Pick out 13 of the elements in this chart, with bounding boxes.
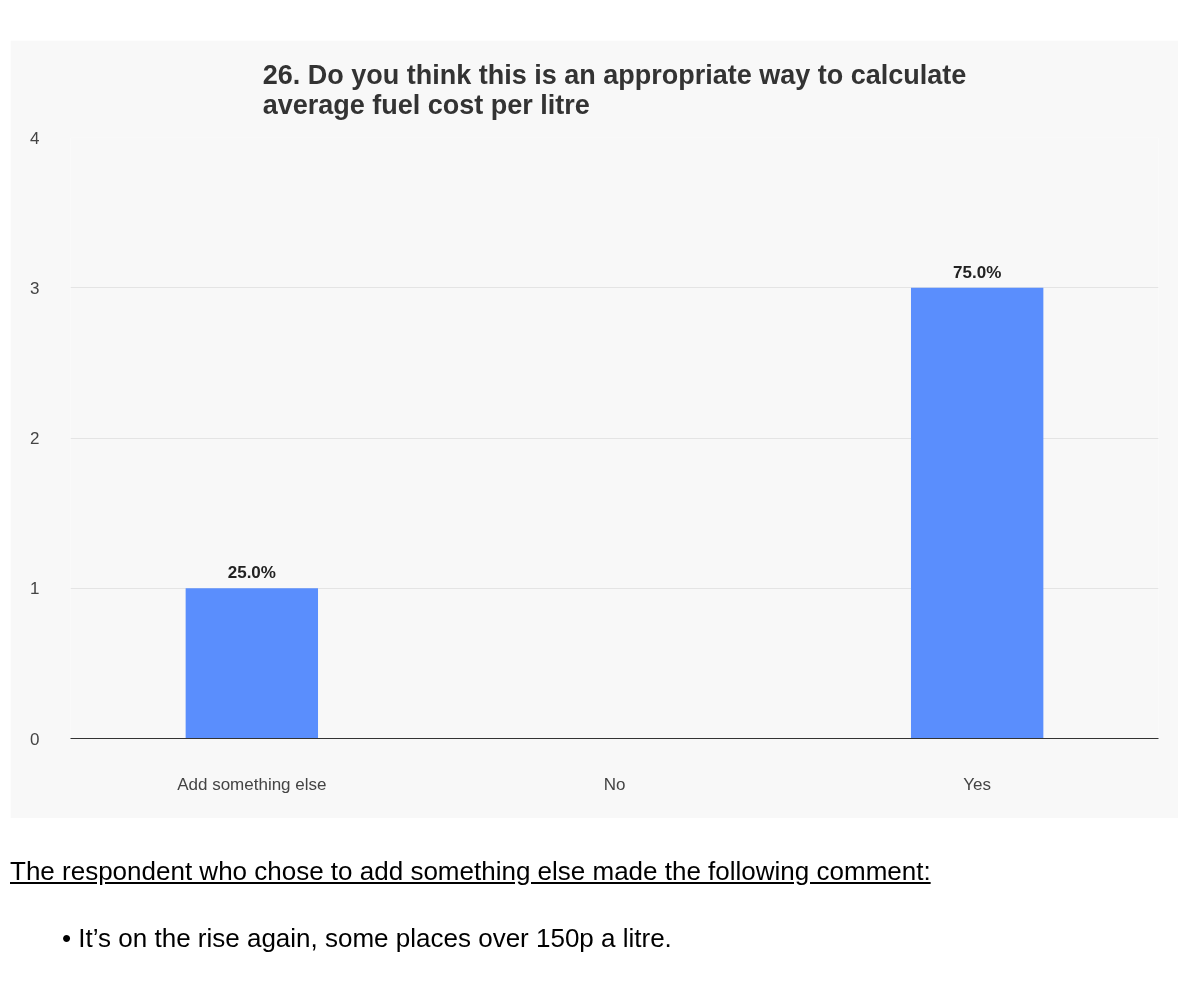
y-tick-label: 1 bbox=[30, 579, 40, 599]
y-tick-label: 4 bbox=[30, 128, 40, 148]
x-tick-label: No bbox=[603, 774, 626, 794]
y-tick-label: 0 bbox=[30, 729, 40, 749]
annotation: 75.0% bbox=[953, 262, 1002, 282]
y-tick-label: 3 bbox=[30, 278, 40, 298]
y-tick-label: 2 bbox=[30, 429, 40, 448]
text: The respondent who chose to add something else made the following comment: bbox=[10, 855, 931, 888]
x-tick-label: Add something else bbox=[177, 774, 327, 794]
x-tick-label: Yes bbox=[963, 774, 992, 794]
text: • It’s on the rise again, some places over 150p a litre. bbox=[62, 922, 672, 956]
annotation: 25.0% bbox=[227, 563, 276, 583]
chart-title: 26. Do you think this is an appropriate way to calculate average fuel cost per litre bbox=[262, 60, 967, 120]
